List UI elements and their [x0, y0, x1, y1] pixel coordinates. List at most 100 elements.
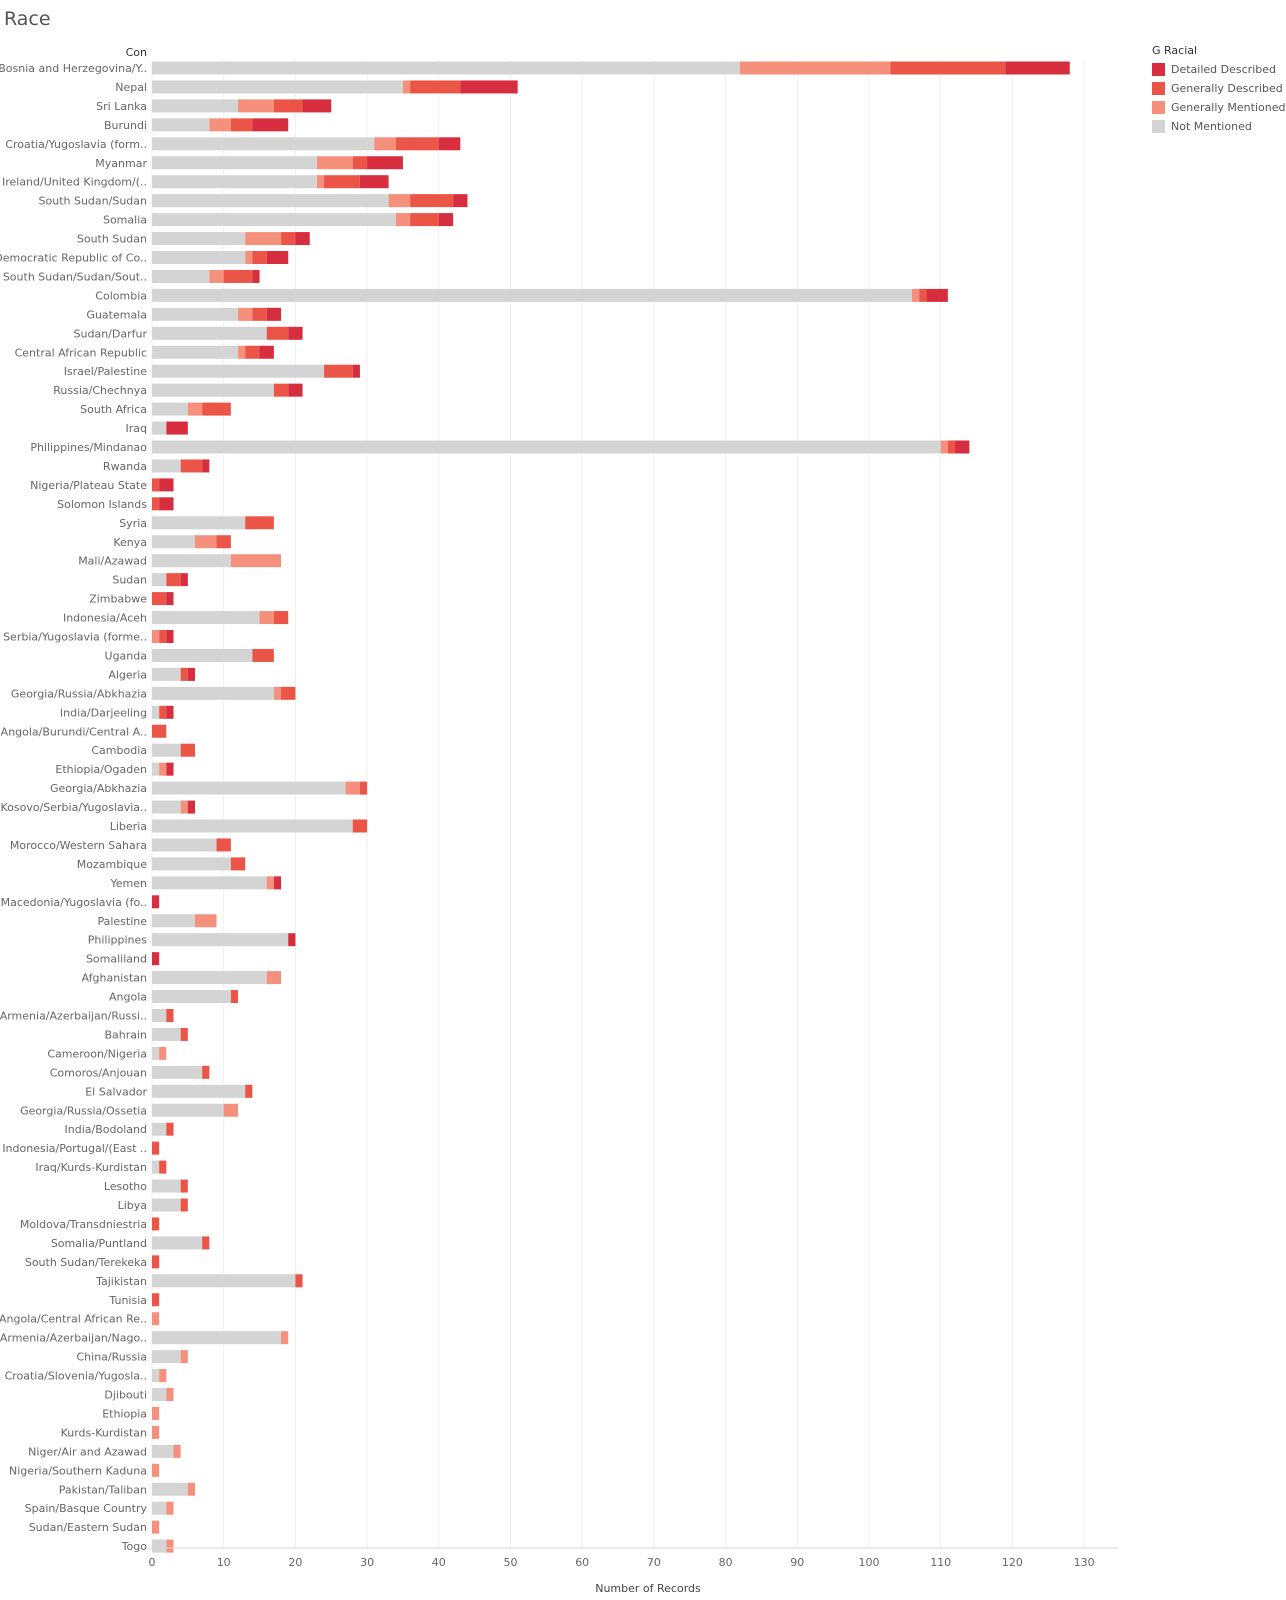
bar-segment-generally-mentioned[interactable]	[238, 99, 274, 113]
bar-segment-not-mentioned[interactable]	[152, 288, 913, 302]
bar-segment-generally-mentioned[interactable]	[402, 80, 411, 94]
bar-segment-not-mentioned[interactable]	[152, 1236, 203, 1250]
bar-segment-generally-described[interactable]	[359, 781, 368, 795]
bar-segment-generally-described[interactable]	[159, 630, 167, 643]
bar-segment-generally-described[interactable]	[180, 743, 196, 757]
bar-segment-generally-mentioned[interactable]	[388, 194, 411, 208]
bar-segment-detailed-described[interactable]	[460, 80, 518, 94]
bar-segment-not-mentioned[interactable]	[152, 345, 239, 359]
bar-segment-not-mentioned[interactable]	[152, 1331, 282, 1345]
bar-segment-generally-described[interactable]	[152, 592, 167, 606]
bar-segment-not-mentioned[interactable]	[152, 554, 231, 568]
bar-segment-not-mentioned[interactable]	[152, 1122, 167, 1136]
bar-segment-detailed-described[interactable]	[359, 175, 389, 189]
bar-segment-not-mentioned[interactable]	[152, 1046, 160, 1060]
bar-segment-not-mentioned[interactable]	[152, 667, 181, 681]
bar-segment-not-mentioned[interactable]	[152, 800, 181, 814]
bar-segment-generally-mentioned[interactable]	[187, 402, 203, 416]
legend-item[interactable]: Generally Mentioned	[1152, 98, 1285, 117]
bar-segment-not-mentioned[interactable]	[152, 80, 403, 94]
bar-segment-generally-mentioned[interactable]	[187, 1482, 196, 1496]
bar-segment-generally-mentioned[interactable]	[166, 1388, 174, 1401]
bar-segment-generally-mentioned[interactable]	[259, 611, 274, 625]
bar-segment-not-mentioned[interactable]	[152, 1103, 224, 1117]
bar-segment-not-mentioned[interactable]	[152, 99, 239, 113]
bar-segment-detailed-described[interactable]	[1005, 61, 1070, 75]
bar-segment-not-mentioned[interactable]	[152, 440, 941, 454]
bar-segment-detailed-described[interactable]	[453, 194, 468, 208]
bar-segment-not-mentioned[interactable]	[152, 402, 188, 416]
bar-segment-not-mentioned[interactable]	[152, 1084, 246, 1098]
bar-segment-generally-described[interactable]	[159, 1160, 167, 1174]
bar-segment-not-mentioned[interactable]	[152, 326, 267, 340]
bar-segment-generally-described[interactable]	[216, 535, 231, 549]
bar-segment-detailed-described[interactable]	[352, 364, 360, 378]
bar-segment-not-mentioned[interactable]	[152, 914, 196, 928]
bar-segment-not-mentioned[interactable]	[152, 307, 239, 321]
bar-segment-generally-described[interactable]	[166, 573, 181, 587]
bar-segment-detailed-described[interactable]	[302, 99, 332, 113]
bar-segment-detailed-described[interactable]	[166, 592, 174, 606]
bar-segment-not-mentioned[interactable]	[152, 1369, 160, 1383]
bar-segment-generally-described[interactable]	[180, 1198, 188, 1212]
bar-segment-not-mentioned[interactable]	[152, 762, 160, 776]
bar-segment-not-mentioned[interactable]	[152, 1501, 167, 1515]
bar-segment-generally-described[interactable]	[216, 838, 231, 852]
bar-segment-generally-described[interactable]	[352, 156, 368, 170]
bar-segment-not-mentioned[interactable]	[152, 213, 396, 227]
bar-segment-generally-mentioned[interactable]	[180, 1350, 188, 1364]
bar-segment-not-mentioned[interactable]	[152, 1027, 181, 1041]
bar-segment-not-mentioned[interactable]	[152, 648, 253, 662]
bar-segment-generally-described[interactable]	[395, 137, 439, 151]
bar-segment-generally-mentioned[interactable]	[159, 1369, 167, 1383]
legend-item[interactable]: Not Mentioned	[1152, 117, 1285, 136]
bar-segment-generally-described[interactable]	[202, 402, 231, 416]
bar-segment-not-mentioned[interactable]	[152, 61, 740, 75]
bar-segment-generally-mentioned[interactable]	[152, 1312, 160, 1326]
bar-segment-generally-mentioned[interactable]	[173, 1444, 181, 1458]
bar-segment-generally-mentioned[interactable]	[209, 269, 224, 283]
bar-segment-detailed-described[interactable]	[187, 667, 196, 681]
bar-segment-generally-described[interactable]	[230, 990, 239, 1004]
bar-segment-not-mentioned[interactable]	[152, 857, 231, 871]
bar-segment-generally-described[interactable]	[281, 232, 296, 246]
bar-segment-generally-mentioned[interactable]	[345, 781, 360, 795]
bar-segment-generally-described[interactable]	[324, 364, 353, 378]
bar-segment-not-mentioned[interactable]	[152, 364, 325, 378]
bar-segment-generally-mentioned[interactable]	[273, 686, 282, 700]
bar-segment-generally-mentioned[interactable]	[374, 137, 396, 151]
bar-segment-not-mentioned[interactable]	[152, 175, 317, 189]
bar-segment-generally-described[interactable]	[252, 251, 267, 264]
bar-segment-detailed-described[interactable]	[159, 478, 174, 492]
bar-segment-not-mentioned[interactable]	[152, 1198, 181, 1212]
bar-segment-not-mentioned[interactable]	[152, 421, 167, 435]
bar-segment-generally-mentioned[interactable]	[152, 1406, 160, 1420]
bar-segment-generally-described[interactable]	[266, 326, 289, 340]
bar-segment-generally-mentioned[interactable]	[395, 213, 411, 227]
bar-segment-not-mentioned[interactable]	[152, 1482, 188, 1496]
bar-segment-not-mentioned[interactable]	[152, 194, 389, 208]
bar-segment-not-mentioned[interactable]	[152, 876, 267, 890]
bar-segment-generally-described[interactable]	[273, 99, 303, 113]
bar-segment-generally-described[interactable]	[180, 459, 203, 473]
bar-segment-generally-described[interactable]	[180, 667, 188, 681]
bar-segment-generally-described[interactable]	[947, 440, 956, 454]
bar-segment-detailed-described[interactable]	[438, 213, 454, 227]
bar-segment-detailed-described[interactable]	[152, 895, 160, 909]
bar-segment-generally-mentioned[interactable]	[159, 762, 167, 776]
bar-segment-detailed-described[interactable]	[295, 232, 310, 246]
bar-segment-generally-mentioned[interactable]	[912, 288, 920, 302]
bar-segment-not-mentioned[interactable]	[152, 933, 289, 947]
bar-segment-generally-mentioned[interactable]	[159, 1046, 167, 1060]
bar-segment-generally-described[interactable]	[166, 1009, 174, 1022]
bar-segment-generally-described[interactable]	[202, 1065, 210, 1079]
bar-segment-not-mentioned[interactable]	[152, 573, 167, 587]
bar-segment-not-mentioned[interactable]	[152, 971, 267, 985]
bar-segment-detailed-described[interactable]	[438, 137, 461, 151]
bar-segment-detailed-described[interactable]	[252, 118, 289, 132]
bar-segment-detailed-described[interactable]	[273, 876, 282, 890]
bar-segment-not-mentioned[interactable]	[152, 990, 231, 1004]
bar-segment-generally-mentioned[interactable]	[739, 61, 891, 75]
bar-segment-detailed-described[interactable]	[266, 307, 282, 321]
bar-segment-not-mentioned[interactable]	[152, 269, 210, 283]
